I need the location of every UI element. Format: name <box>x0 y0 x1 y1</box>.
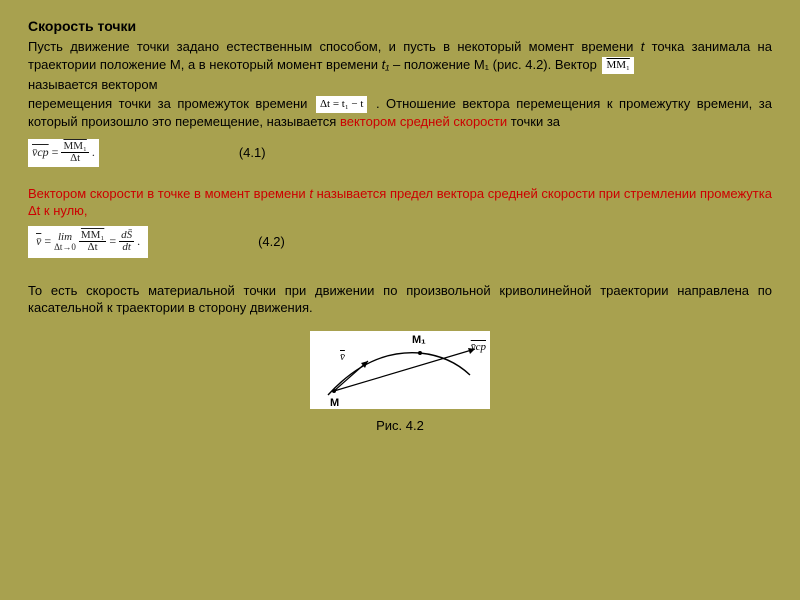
vector-mm1-inline: MM₁ <box>602 57 633 74</box>
figure-wrap: M M₁ v̄ v̄ср Рис. 4.2 <box>28 331 772 433</box>
paragraph-2: перемещения точки за промежуток времени … <box>28 95 772 131</box>
figure-4-2: M M₁ v̄ v̄ср <box>310 331 490 409</box>
delta-t-eq: Δt = t₁ − t <box>316 96 367 113</box>
fig-label-vcp: v̄ср <box>471 341 486 353</box>
var-t: t <box>641 39 645 54</box>
paragraph-1: Пусть движение точки задано естественным… <box>28 38 772 74</box>
p2a: перемещения точки за промежуток времени <box>28 96 307 111</box>
equation-4-1: v̄ср = MM₁ Δt . <box>28 139 99 167</box>
var-t1: t₁ <box>382 57 390 72</box>
equation-4-2: v̄ = lim Δt→0 MM₁ Δt = dS̄ dt . <box>28 226 148 258</box>
p1a: Пусть движение точки задано естественным… <box>28 39 633 54</box>
red-avg-velocity: вектором средней скорости <box>340 114 507 129</box>
equation-4-1-number: (4.1) <box>239 145 266 160</box>
paragraph-1d: называется вектором <box>28 76 772 94</box>
red-velocity-def: Вектором скорости в точке в момент време… <box>28 185 772 220</box>
paragraph-3: То есть скорость материальной точки при … <box>28 282 772 317</box>
p1c: – положение М₁ (рис. 4.2). Вектор <box>393 57 597 72</box>
figure-caption: Рис. 4.2 <box>28 418 772 433</box>
equation-4-1-row: v̄ср = MM₁ Δt . (4.1) <box>28 139 772 167</box>
section-title: Скорость точки <box>28 18 772 34</box>
fig-label-m1: M₁ <box>412 334 426 346</box>
fig-label-v: v̄ <box>340 351 345 363</box>
p2c: точки за <box>511 114 560 129</box>
equation-4-2-number: (4.2) <box>258 234 285 249</box>
red2a: Вектором скорости в точке в момент време… <box>28 186 306 201</box>
equation-4-2-row: v̄ = lim Δt→0 MM₁ Δt = dS̄ dt . (4.2) <box>28 226 772 258</box>
var-t-red: t <box>309 186 313 201</box>
fig-label-m: M <box>330 397 339 409</box>
